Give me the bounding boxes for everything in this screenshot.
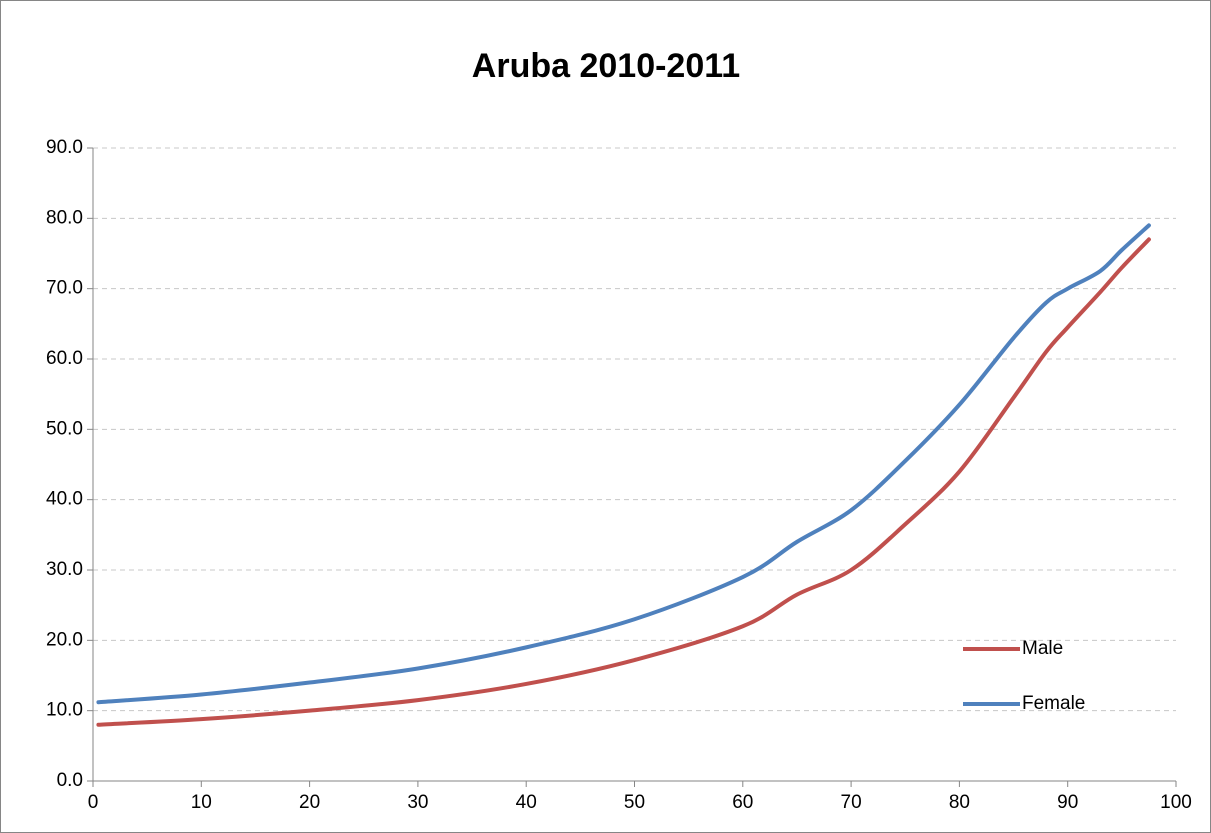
y-tick-label: 50.0 — [46, 418, 83, 439]
x-tick-label: 30 — [407, 792, 428, 813]
y-tick-label: 20.0 — [46, 629, 83, 650]
x-tick-label: 80 — [949, 792, 970, 813]
x-tick-label: 100 — [1160, 792, 1192, 813]
y-tick-label: 90.0 — [46, 137, 83, 158]
x-tick-label: 0 — [88, 792, 99, 813]
y-tick-label: 30.0 — [46, 559, 83, 580]
y-tick-label: 70.0 — [46, 278, 83, 299]
y-tick-label: 80.0 — [46, 207, 83, 228]
x-tick-label: 60 — [732, 792, 753, 813]
data-line — [96, 237, 1151, 727]
y-tick-label: 40.0 — [46, 489, 83, 510]
legend-label: Male — [1022, 638, 1063, 659]
legend-label: Female — [1022, 693, 1085, 714]
x-tick-label: 70 — [841, 792, 862, 813]
y-tick-label: 60.0 — [46, 348, 83, 369]
x-tick-label: 40 — [516, 792, 537, 813]
x-tick-label: 50 — [624, 792, 645, 813]
chart-title: Aruba 2010-2011 — [472, 47, 740, 85]
data-line — [96, 223, 1151, 705]
y-tick-label: 10.0 — [46, 700, 83, 721]
x-tick-label: 20 — [299, 792, 320, 813]
x-tick-label: 90 — [1057, 792, 1078, 813]
x-tick-label: 10 — [191, 792, 212, 813]
y-tick-label: 0.0 — [57, 770, 83, 791]
